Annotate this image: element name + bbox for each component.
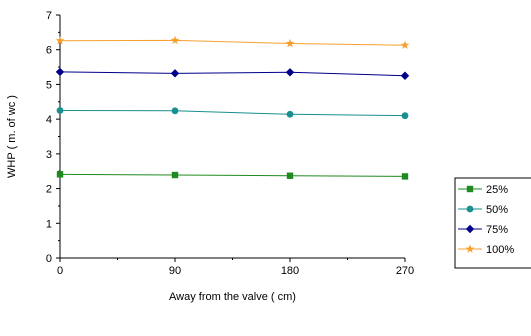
legend-label: 25% (486, 184, 508, 196)
y-axis-title: WHP ( m. of wc ) (6, 95, 18, 178)
legend-item: 75% (458, 224, 508, 236)
y-tick-label: 7 (46, 10, 52, 22)
series-group (55, 35, 410, 180)
legend-label: 75% (486, 224, 508, 236)
legend-marker (465, 224, 475, 234)
legend-box (454, 177, 531, 269)
axes: 0 1 2 3 4 5 6 7 0 90 180 270 Away from the valve ( c… (6, 10, 414, 303)
legend-marker (466, 185, 474, 193)
series-line (59, 71, 406, 77)
data-point (401, 112, 409, 120)
data-point (56, 171, 64, 178)
data-point (400, 40, 410, 49)
y-tick-label: 2 (46, 184, 52, 196)
data-point (400, 71, 410, 80)
legend-marker (466, 205, 474, 213)
x-tick-label: 90 (169, 265, 181, 277)
data-point (286, 110, 294, 118)
data-point (285, 38, 295, 48)
y-tick-label: 0 (46, 253, 52, 265)
legend: 25% 50% 75% 100% (454, 177, 531, 269)
x-tick-label: 270 (396, 265, 414, 277)
legend-item: 50% (458, 204, 508, 216)
y-tick-label: 4 (46, 114, 52, 126)
x-axis-title: Away from the valve ( cm) (169, 291, 296, 303)
series-line (59, 109, 406, 117)
y-tick-label: 1 (46, 218, 52, 230)
data-point (285, 68, 295, 77)
series-line (59, 173, 406, 177)
legend-label: 100% (486, 244, 514, 256)
data-point (286, 172, 294, 179)
legend-item: 100% (458, 244, 514, 256)
series-line (59, 39, 406, 46)
legend-item: 25% (458, 184, 508, 196)
series-50pct (56, 107, 409, 120)
legend-marker (465, 244, 475, 253)
x-tick-label: 0 (57, 265, 63, 277)
x-tick-label: 180 (281, 265, 299, 277)
series-25pct (56, 171, 409, 180)
y-tick-label: 6 (46, 45, 52, 57)
data-point (171, 171, 179, 179)
data-point (170, 35, 180, 45)
data-point (55, 36, 65, 45)
series-100pct (55, 35, 410, 49)
data-point (56, 107, 64, 114)
data-point (170, 69, 180, 78)
y-tick-label: 5 (46, 79, 52, 91)
y-tick-label: 3 (46, 149, 52, 161)
legend-label: 50% (486, 204, 508, 216)
data-point (55, 67, 65, 77)
series-75pct (55, 67, 410, 80)
data-point (401, 173, 409, 180)
data-point (171, 107, 179, 115)
